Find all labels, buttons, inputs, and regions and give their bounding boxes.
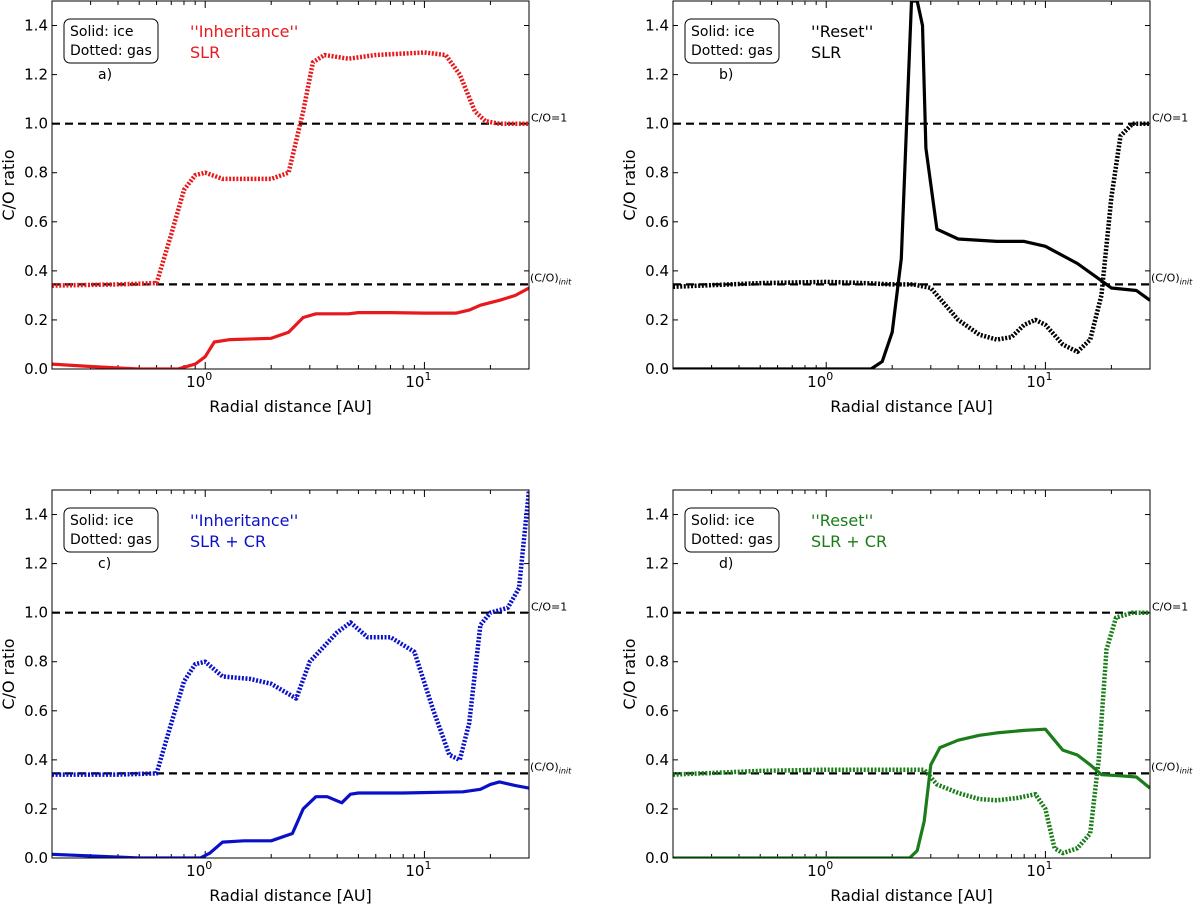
legend-gas: Dotted: gas	[691, 532, 773, 548]
y-axis-label: C/O ratio	[0, 149, 18, 220]
y-tick-label: 0.2	[645, 800, 669, 818]
y-tick-label: 1.4	[645, 17, 669, 35]
plot-frame	[672, 0, 1151, 370]
legend-gas: Dotted: gas	[70, 532, 152, 548]
y-tick-label: 0.6	[645, 213, 669, 231]
y-tick-label: 0.4	[645, 751, 669, 769]
model-title: ''Inheritance''	[190, 22, 298, 41]
model-subtitle: SLR + CR	[190, 532, 266, 551]
legend-box	[684, 507, 780, 553]
panel-b: 0.0 0.2 0.4 0.6 0.8 1.0 1.2 1.4 100 101 C/O=1 (C/O)…	[620, 0, 1193, 416]
x-axis-label: Radial distance [AU]	[209, 886, 372, 905]
x-tick-label: 100	[807, 859, 833, 880]
y-tick-label: 1.0	[645, 115, 669, 133]
legend-ice: Solid: ice	[70, 513, 134, 529]
y-tick-label: 1.0	[24, 604, 48, 622]
legend-gas: Dotted: gas	[691, 43, 773, 59]
series-ice-line	[52, 780, 529, 858]
series-gas-line	[52, 50, 529, 288]
model-subtitle: SLR + CR	[811, 532, 887, 551]
model-title: ''Reset''	[811, 511, 873, 530]
panel-label: a)	[98, 67, 112, 83]
y-tick-label: 0.4	[645, 262, 669, 280]
y-tick-label: 0.0	[645, 849, 669, 867]
y-tick-label: 1.2	[24, 555, 48, 573]
panel-label: d)	[719, 556, 733, 572]
series-ice-line	[52, 286, 529, 369]
y-tick-label: 1.4	[645, 506, 669, 524]
y-tick-label: 0.6	[24, 702, 48, 720]
x-tick-label: 101	[1026, 859, 1052, 880]
x-tick-label: 101	[405, 859, 431, 880]
ref-label-co-one: C/O=1	[1152, 601, 1188, 614]
legend-gas: Dotted: gas	[70, 43, 152, 59]
y-tick-label: 0.2	[645, 311, 669, 329]
model-subtitle: SLR	[811, 43, 841, 62]
x-axis-label: Radial distance [AU]	[209, 397, 372, 416]
y-tick-label: 0.6	[645, 702, 669, 720]
y-axis-label: C/O ratio	[620, 149, 639, 220]
plot-frame	[672, 489, 1151, 859]
panel-d: 0.0 0.2 0.4 0.6 0.8 1.0 1.2 1.4 100 101 C/O=1 (C/O)…	[620, 489, 1193, 905]
ref-label-co-init: (C/O)init	[1151, 271, 1193, 286]
legend-ice: Solid: ice	[691, 24, 755, 40]
series-gas-line	[673, 610, 1150, 856]
y-tick-label: 0.0	[24, 849, 48, 867]
y-tick-label: 1.4	[24, 506, 48, 524]
y-tick-label: 1.2	[645, 555, 669, 573]
series-gas-line	[673, 121, 1150, 355]
x-tick-label: 100	[807, 370, 833, 391]
legend-ice: Solid: ice	[691, 513, 755, 529]
ref-label-co-init: (C/O)init	[1151, 760, 1193, 775]
panel-c: 0.0 0.2 0.4 0.6 0.8 1.0 1.2 1.4 100 101 C/O=1 (C/O)…	[0, 489, 572, 905]
series-ice-line	[673, 727, 1150, 858]
ref-label-co-one: C/O=1	[531, 112, 567, 125]
y-tick-label: 0.2	[24, 311, 48, 329]
y-tick-label: 1.2	[24, 66, 48, 84]
y-tick-label: 1.0	[645, 604, 669, 622]
x-tick-label: 100	[186, 859, 212, 880]
series-ice-line	[673, 1, 1150, 369]
y-tick-label: 0.4	[24, 262, 48, 280]
x-tick-label: 100	[186, 370, 212, 391]
ref-label-co-one: C/O=1	[531, 601, 567, 614]
y-tick-label: 0.0	[645, 360, 669, 378]
panel-label: b)	[719, 67, 733, 83]
x-axis-label: Radial distance [AU]	[830, 886, 993, 905]
legend-box	[684, 18, 780, 64]
plot-frame	[51, 489, 530, 859]
panel-a: 0.0 0.2 0.4 0.6 0.8 1.0 1.2 1.4 100 101 C/O=1 (C/O)…	[0, 0, 572, 416]
plot-frame	[51, 0, 530, 370]
model-title: ''Reset''	[811, 22, 873, 41]
legend-ice: Solid: ice	[70, 24, 134, 40]
ref-label-co-init: (C/O)init	[530, 271, 572, 286]
model-title: ''Inheritance''	[190, 511, 298, 530]
y-tick-label: 0.0	[24, 360, 48, 378]
ref-label-co-one: C/O=1	[1152, 112, 1188, 125]
y-tick-label: 0.8	[645, 164, 669, 182]
y-tick-label: 1.4	[24, 17, 48, 35]
legend-box	[63, 18, 159, 64]
legend-box	[63, 507, 159, 553]
ref-label-co-init: (C/O)init	[530, 760, 572, 775]
x-tick-label: 101	[1026, 370, 1052, 391]
y-tick-label: 0.4	[24, 751, 48, 769]
y-tick-label: 1.0	[24, 115, 48, 133]
panel-label: c)	[98, 556, 111, 572]
y-tick-label: 0.8	[645, 653, 669, 671]
y-tick-label: 0.8	[24, 164, 48, 182]
y-axis-label: C/O ratio	[0, 638, 18, 709]
y-tick-label: 1.2	[645, 66, 669, 84]
y-tick-label: 0.6	[24, 213, 48, 231]
series-gas-line	[52, 490, 529, 777]
y-axis-label: C/O ratio	[620, 638, 639, 709]
model-subtitle: SLR	[190, 43, 220, 62]
y-tick-label: 0.2	[24, 800, 48, 818]
x-tick-label: 101	[405, 370, 431, 391]
y-tick-label: 0.8	[24, 653, 48, 671]
x-axis-label: Radial distance [AU]	[830, 397, 993, 416]
